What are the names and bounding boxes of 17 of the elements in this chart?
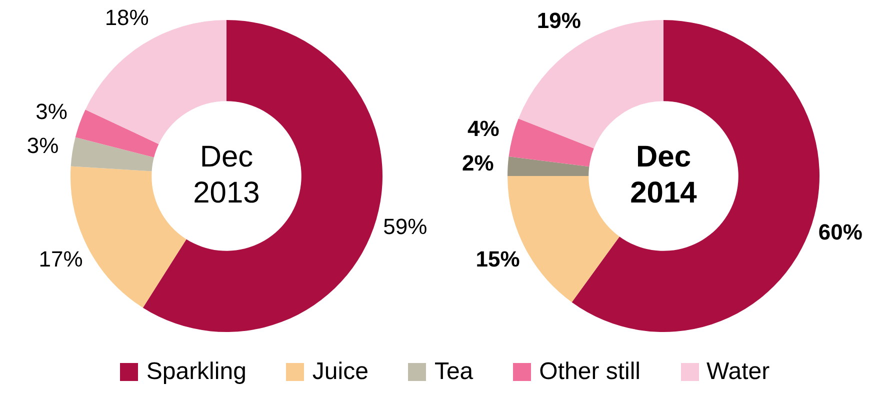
- data-label: 3%: [26, 132, 59, 158]
- data-label: 19%: [536, 8, 581, 34]
- legend-label: Tea: [434, 358, 474, 386]
- data-label: 60%: [818, 220, 862, 245]
- data-label: 3%: [36, 99, 68, 124]
- data-label: 17%: [38, 246, 83, 272]
- slice-label: Dec 2013: [193, 140, 260, 210]
- legend-label: Water: [706, 358, 770, 386]
- data-label: 2%: [462, 150, 494, 176]
- data-label: 59%: [383, 214, 428, 239]
- data-label: 18%: [104, 5, 149, 30]
- legend-label: Juice: [312, 358, 368, 386]
- data-label: 4%: [467, 116, 500, 141]
- legend-label: Sparkling: [146, 358, 246, 386]
- slice-label: Dec 2014: [630, 140, 698, 210]
- data-label: 15%: [476, 246, 520, 272]
- legend-label: Other still: [539, 358, 641, 386]
